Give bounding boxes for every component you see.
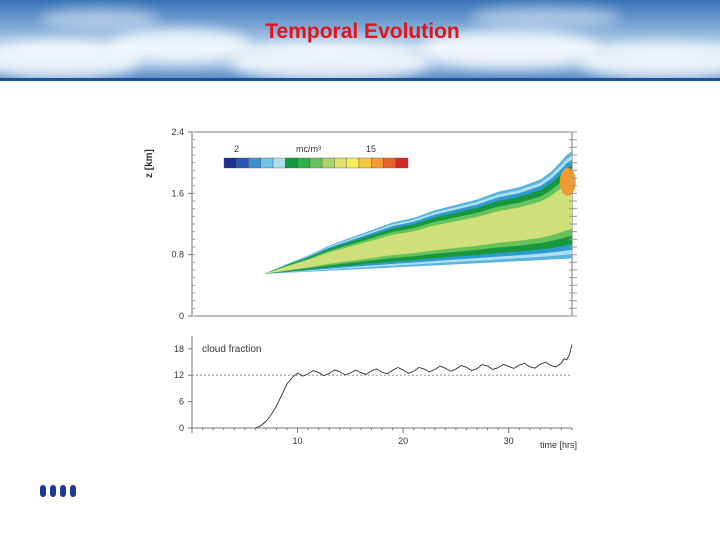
cf-y-tick-label: 0 xyxy=(179,423,184,433)
colorbar-unit-label: mc/m³ xyxy=(296,144,321,154)
heatmap-y-axis: 0 0.8 1.6 2.4 xyxy=(171,127,192,321)
heatmap-panel: 0 0.8 1.6 2.4 z [km] 2 mc/m³ 15 xyxy=(144,127,577,321)
colorbar-swatch xyxy=(248,157,261,169)
sky-banner: Temporal Evolution xyxy=(0,0,720,81)
colorbar-swatch xyxy=(346,157,360,169)
colorbar-swatch xyxy=(272,157,286,169)
colorbar-swatch xyxy=(297,157,311,169)
time-x-axis: 10 20 30 xyxy=(191,428,573,446)
time-tick-label: 10 xyxy=(293,436,303,446)
colorbar xyxy=(223,157,409,169)
cloud-layer-5 xyxy=(265,180,572,274)
bullet-mark xyxy=(50,485,56,497)
colorbar-max-label: 15 xyxy=(366,144,376,154)
colorbar-swatch xyxy=(383,157,396,169)
chart-svg: 0 0.8 1.6 2.4 z [km] 2 mc/m³ 15 0 6 12 18 10 20… xyxy=(144,127,577,450)
heatmap-y-tick-label: 2.4 xyxy=(171,127,184,137)
colorbar-swatch xyxy=(285,157,298,169)
cloud-water-field xyxy=(265,151,576,274)
bullet-marks xyxy=(40,484,80,502)
cloud-fraction-y-axis: 0 6 12 18 xyxy=(174,344,192,433)
heatmap-y-tick-label: 1.6 xyxy=(171,188,184,198)
heatmap-right-ticks xyxy=(192,131,577,317)
colorbar-swatch xyxy=(358,157,372,169)
cf-y-tick-label: 18 xyxy=(174,344,184,354)
colorbar-swatch xyxy=(309,157,323,169)
warm-core xyxy=(559,167,576,196)
heatmap-y-axis-title: z [km] xyxy=(144,149,155,178)
colorbar-swatch xyxy=(260,157,274,169)
cf-y-tick-label: 6 xyxy=(179,397,184,407)
time-tick-label: 30 xyxy=(504,436,514,446)
cloud-fraction-panel: 0 6 12 18 10 20 30 cloud fraction time [hrs] xyxy=(174,336,577,450)
colorbar-swatch xyxy=(370,157,384,169)
figure: 0 0.8 1.6 2.4 z [km] 2 mc/m³ 15 0 6 12 18 10 20… xyxy=(130,118,600,463)
slide-title: Temporal Evolution xyxy=(265,20,460,43)
time-axis-title: time [hrs] xyxy=(540,440,577,450)
colorbar-swatch xyxy=(223,157,237,169)
bullet-mark xyxy=(40,485,46,497)
heatmap-y-tick-label: 0 xyxy=(179,311,184,321)
cloud-layer-4 xyxy=(265,173,572,274)
colorbar-swatch xyxy=(236,157,249,169)
cloud-fraction-label: cloud fraction xyxy=(202,344,261,355)
bullet-mark xyxy=(70,485,76,497)
cf-y-tick-label: 12 xyxy=(174,370,184,380)
colorbar-swatch xyxy=(321,157,335,169)
heatmap-y-tick-label: 0.8 xyxy=(171,250,184,260)
colorbar-min-label: 2 xyxy=(234,144,239,154)
cloud-fraction-series xyxy=(255,344,573,429)
time-tick-label: 20 xyxy=(398,436,408,446)
bullet-mark xyxy=(60,485,66,497)
colorbar-swatch xyxy=(395,157,409,169)
colorbar-swatch xyxy=(334,157,347,169)
